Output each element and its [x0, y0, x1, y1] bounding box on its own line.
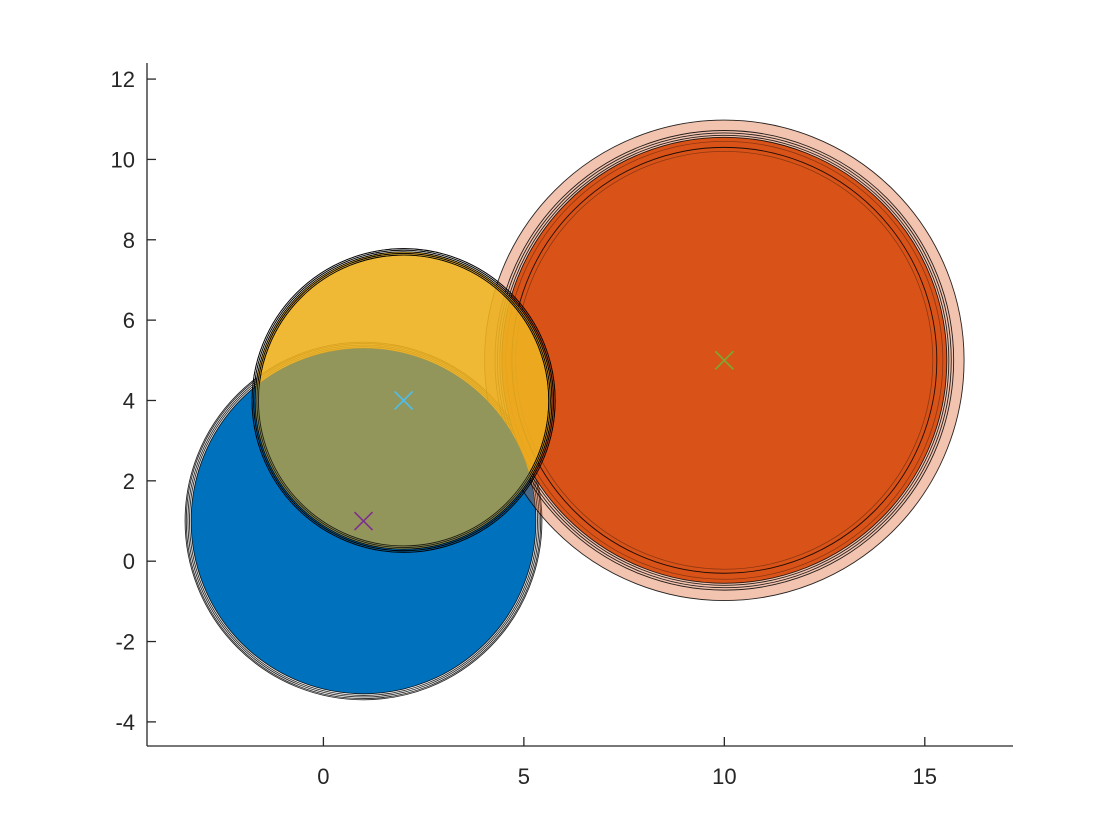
marker-x-2 — [714, 350, 734, 370]
y-tick-label: 4 — [123, 388, 135, 413]
yellow-circle-top-outline-1 — [253, 249, 554, 552]
marker-x-2-b — [714, 350, 734, 370]
y-tick-label: 10 — [111, 147, 135, 172]
x-tick-label: 0 — [317, 764, 329, 789]
yellow-circle-top-outline-3 — [256, 252, 551, 548]
y-tick-label: 0 — [123, 549, 135, 574]
y-tick-label: -4 — [115, 710, 135, 735]
y-tick-label: 8 — [123, 228, 135, 253]
plot-area — [184, 119, 965, 701]
axes: 0 5 10 15 -4 -2 0 2 4 6 8 10 12 — [111, 63, 1013, 789]
x-tick-label: 5 — [518, 764, 530, 789]
yellow-circle-top-outline-4 — [258, 254, 550, 547]
yellow-circle-top-outline-2 — [254, 251, 553, 550]
yellow-circle-top-outline-0 — [251, 248, 556, 553]
marker-x-0 — [394, 390, 414, 411]
marker-x-0-b — [394, 390, 414, 411]
y-tick-label: -2 — [115, 630, 135, 655]
y-tick-label: 12 — [111, 67, 135, 92]
x-tick-label: 15 — [913, 764, 937, 789]
x-tick-label: 10 — [712, 764, 736, 789]
y-tick-label: 6 — [123, 308, 135, 333]
marker-x-1 — [353, 511, 374, 531]
marker-x-1-b — [353, 511, 374, 531]
y-tick-label: 2 — [123, 469, 135, 494]
